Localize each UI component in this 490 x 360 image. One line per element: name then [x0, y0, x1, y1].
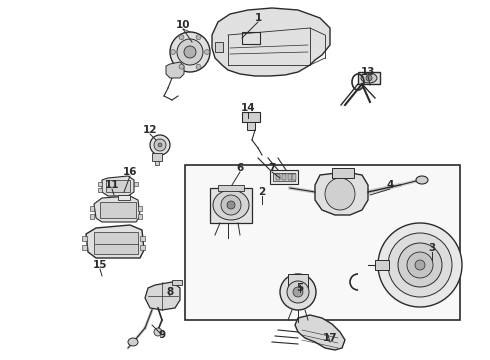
- Ellipse shape: [196, 35, 201, 40]
- Bar: [152, 153, 162, 161]
- Bar: [82, 245, 87, 250]
- Bar: [90, 206, 94, 211]
- Ellipse shape: [179, 64, 184, 69]
- Bar: [276, 174, 280, 180]
- Bar: [332, 168, 354, 178]
- Ellipse shape: [184, 46, 196, 58]
- Text: 15: 15: [93, 260, 107, 270]
- Polygon shape: [145, 282, 180, 310]
- Ellipse shape: [415, 260, 425, 270]
- Bar: [82, 236, 87, 241]
- Bar: [134, 182, 138, 186]
- Ellipse shape: [388, 233, 452, 297]
- Ellipse shape: [416, 176, 428, 184]
- Ellipse shape: [177, 39, 203, 65]
- Bar: [106, 180, 130, 192]
- Ellipse shape: [366, 75, 372, 81]
- Text: 10: 10: [176, 20, 190, 30]
- Ellipse shape: [325, 178, 355, 210]
- Ellipse shape: [280, 274, 316, 310]
- Polygon shape: [94, 196, 140, 222]
- Bar: [185, 165, 460, 320]
- Text: 6: 6: [236, 163, 244, 173]
- Bar: [273, 173, 295, 181]
- Text: 14: 14: [241, 103, 255, 113]
- Bar: [242, 112, 260, 122]
- Ellipse shape: [154, 139, 166, 151]
- Bar: [138, 206, 142, 211]
- Text: 7: 7: [269, 163, 276, 173]
- Text: 9: 9: [158, 330, 166, 340]
- Text: 1: 1: [254, 13, 262, 23]
- Ellipse shape: [158, 143, 162, 147]
- Ellipse shape: [128, 338, 138, 346]
- Bar: [210, 188, 252, 223]
- Ellipse shape: [213, 190, 249, 220]
- Bar: [140, 245, 145, 250]
- Text: 2: 2: [258, 187, 266, 197]
- Ellipse shape: [196, 64, 201, 69]
- Ellipse shape: [204, 50, 210, 54]
- Bar: [118, 195, 130, 200]
- Ellipse shape: [407, 252, 433, 278]
- Polygon shape: [315, 172, 368, 215]
- Ellipse shape: [150, 135, 170, 155]
- Text: 17: 17: [323, 333, 337, 343]
- Ellipse shape: [171, 50, 175, 54]
- Bar: [100, 202, 136, 218]
- Ellipse shape: [361, 73, 377, 83]
- Polygon shape: [102, 176, 134, 196]
- Polygon shape: [86, 225, 144, 258]
- Bar: [98, 182, 102, 186]
- Ellipse shape: [179, 35, 184, 40]
- Bar: [140, 236, 145, 241]
- Text: 5: 5: [296, 283, 304, 293]
- Text: 16: 16: [123, 167, 137, 177]
- Bar: [375, 260, 389, 270]
- Ellipse shape: [170, 32, 210, 72]
- Polygon shape: [295, 315, 345, 350]
- Ellipse shape: [398, 243, 442, 287]
- Bar: [94, 232, 138, 254]
- Ellipse shape: [293, 287, 303, 297]
- Text: 8: 8: [167, 287, 173, 297]
- Polygon shape: [166, 62, 184, 78]
- Text: 12: 12: [143, 125, 157, 135]
- Text: 11: 11: [105, 180, 119, 190]
- Bar: [172, 280, 182, 285]
- Bar: [98, 188, 102, 192]
- Bar: [292, 174, 296, 180]
- Bar: [90, 214, 94, 219]
- Ellipse shape: [154, 328, 162, 336]
- Bar: [215, 42, 223, 52]
- Bar: [155, 161, 159, 165]
- Bar: [358, 72, 380, 84]
- Bar: [288, 274, 308, 289]
- Text: 4: 4: [386, 180, 393, 190]
- Text: 13: 13: [361, 67, 375, 77]
- Bar: [138, 214, 142, 219]
- Bar: [288, 174, 292, 180]
- Bar: [282, 174, 286, 180]
- Ellipse shape: [287, 281, 309, 303]
- Bar: [218, 185, 244, 191]
- Ellipse shape: [227, 201, 235, 209]
- Polygon shape: [212, 8, 330, 76]
- Bar: [270, 170, 298, 184]
- Ellipse shape: [378, 223, 462, 307]
- Bar: [242, 32, 260, 44]
- Ellipse shape: [221, 195, 241, 215]
- Bar: [247, 122, 255, 130]
- Text: 3: 3: [428, 243, 436, 253]
